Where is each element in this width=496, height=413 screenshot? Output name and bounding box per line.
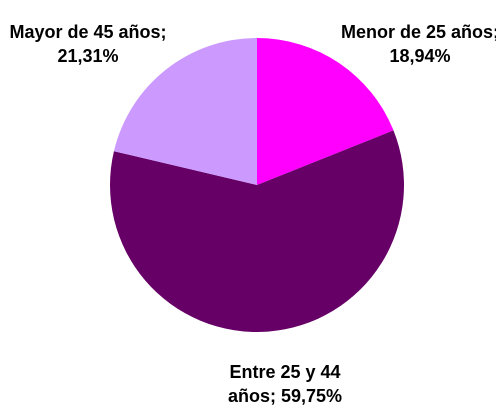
pie-slice	[113, 38, 258, 185]
slice-label: Mayor de 45 años; 21,31%	[9, 22, 167, 66]
slice-label: Entre 25 y 44 años; 59,75%	[227, 362, 343, 406]
slice-label: Menor de 25 años; 18,94%	[340, 22, 496, 66]
pie-slice	[257, 38, 394, 185]
pie-slice	[109, 130, 404, 333]
